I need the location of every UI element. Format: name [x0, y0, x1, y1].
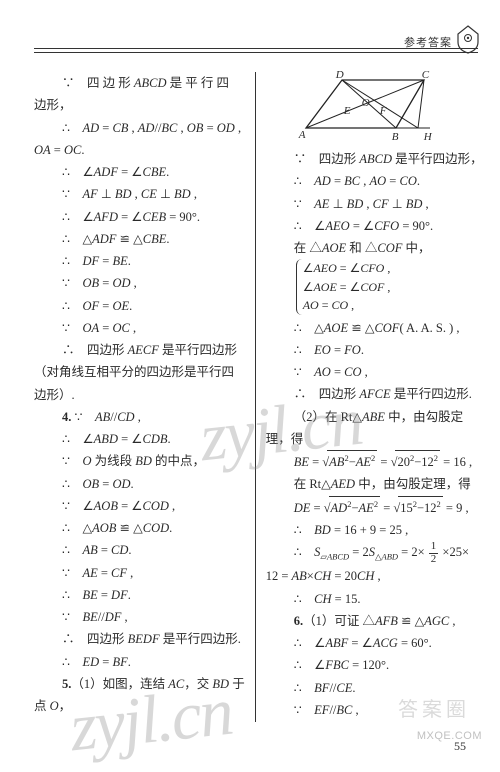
- text-line: ∴ ∠ADF = ∠CBE.: [34, 161, 245, 183]
- text-line: （2）在 Rt△ABE 中，由勾股定: [266, 406, 483, 428]
- text-line: ∴ △AOE ≌ △COF( A. A. S. ) ,: [266, 317, 483, 339]
- text-line: ∴ CH = 15.: [266, 588, 483, 610]
- text-line: ∴ 四边形 BEDF 是平行四边形.: [34, 628, 245, 650]
- right-column: A D C B E O F H ∵ 四边形 ABCD 是平行四边形， ∴ AD …: [256, 72, 483, 722]
- text-line: 5.（1）如图，连结 AC，交 BD 于: [34, 673, 245, 695]
- text-line: ∴ ∠FBC = 120°.: [266, 654, 483, 676]
- figure-label-O: O: [362, 94, 370, 114]
- equation-line: ∴ S▱ABCD = 2S△ABD = 2× 12 ×25×: [266, 541, 483, 565]
- text-line: ∵ ∠AOB = ∠COD ,: [34, 495, 245, 517]
- text-line: ∵ BE//DF ,: [34, 606, 245, 628]
- geometry-figure: A D C B E O F H: [296, 72, 436, 144]
- text-line: 4. ∵ AB//CD ,: [34, 406, 245, 428]
- text-line: ∵ 四边形 ABCD 是平行四边形，: [266, 148, 483, 170]
- equation-line: 12 = AB×CH = 20CH ,: [266, 565, 483, 587]
- equation-line: BE = √AB2−AE2 = √202−122 = 16 ,: [266, 450, 483, 473]
- text-line: ∵ AE = CF ,: [34, 562, 245, 584]
- text-line: ∵ O 为线段 BD 的中点，: [34, 450, 245, 472]
- text-line: ∴ △AOB ≌ △COD.: [34, 517, 245, 539]
- text-line: 在 Rt△AED 中，由勾股定理，得: [266, 473, 483, 495]
- text-line: ∴ △ADF ≌ △CBE.: [34, 228, 245, 250]
- text-line: ∴ ∠AEO = ∠CFO = 90°.: [266, 215, 483, 237]
- figure-label-D: D: [336, 66, 344, 86]
- text-line: 边形，: [34, 94, 245, 116]
- page-root: 参考答案 ∵ 四 边 形 ABCD 是 平 行 四 边形， ∴ AD = CB …: [0, 0, 500, 772]
- text-line: ∴ ∠ABD = ∠CDB.: [34, 428, 245, 450]
- figure-label-E: E: [344, 102, 351, 122]
- text-line: ∴ 四边形 AECF 是平行四边形: [34, 339, 245, 361]
- text-line: ∵ OA = OC ,: [34, 317, 245, 339]
- text-line: ∴ AB = CD.: [34, 539, 245, 561]
- text-line: 理，得: [266, 428, 483, 450]
- text-line: ∵ 四 边 形 ABCD 是 平 行 四: [34, 72, 245, 94]
- text-line: 点 O，: [34, 695, 245, 717]
- text-line: ∴ ∠ABF = ∠ACG = 60°.: [266, 632, 483, 654]
- figure-label-C: C: [422, 66, 429, 86]
- text-line: ∴ ∠AFD = ∠CEB = 90°.: [34, 206, 245, 228]
- text-line: ∵ OB = OD ,: [34, 272, 245, 294]
- text-line: ∵ AF ⊥ BD , CE ⊥ BD ,: [34, 183, 245, 205]
- text-line: 6.（1）可证 △AFB ≌ △AGC ,: [266, 610, 483, 632]
- text-line: ∴ AD = BC , AO = CO.: [266, 170, 483, 192]
- header-right-label: 参考答案: [404, 34, 452, 50]
- figure-label-F: F: [380, 102, 387, 122]
- equation-line: DE = √AD2−AE2 = √152−122 = 9 ,: [266, 496, 483, 519]
- text-line: ∴ BE = DF.: [34, 584, 245, 606]
- text-line: ∴ DF = BE.: [34, 250, 245, 272]
- text-line: ∴ 四边形 AFCE 是平行四边形.: [266, 383, 483, 405]
- text-line: ∴ ED = BF.: [34, 651, 245, 673]
- text-line: ∴ BD = 16 + 9 = 25 ,: [266, 519, 483, 541]
- text-line: 边形）.: [34, 384, 245, 406]
- figure-label-H: H: [424, 128, 432, 148]
- two-column-body: ∵ 四 边 形 ABCD 是 平 行 四 边形， ∴ AD = CB , AD/…: [34, 72, 478, 722]
- page-number: 55: [454, 739, 466, 754]
- text-line: ∴ OB = OD.: [34, 473, 245, 495]
- text-line: ∵ AE ⊥ BD , CF ⊥ BD ,: [266, 193, 483, 215]
- brace-system: ∠AEO = ∠CFO , ∠AOE = ∠COF , AO = CO ,: [266, 259, 483, 316]
- figure-label-A: A: [299, 126, 306, 146]
- left-column: ∵ 四 边 形 ABCD 是 平 行 四 边形， ∴ AD = CB , AD/…: [34, 72, 255, 722]
- watermark-logo: 答案圈: [398, 693, 470, 722]
- text-line: ∴ AD = CB , AD//BC , OB = OD ,: [34, 117, 245, 139]
- text-line: 在 △AOE 和 △COF 中，: [266, 237, 483, 259]
- text-line: （对角线互相平分的四边形是平行四: [34, 361, 245, 383]
- school-badge-icon: [456, 24, 480, 54]
- figure-label-B: B: [392, 128, 399, 148]
- watermark-small: MXQE.COM: [417, 730, 482, 742]
- text-line: ∴ OF = OE.: [34, 295, 245, 317]
- text-line: OA = OC.: [34, 139, 245, 161]
- text-line: ∵ AO = CO ,: [266, 361, 483, 383]
- text-line: ∴ EO = FO.: [266, 339, 483, 361]
